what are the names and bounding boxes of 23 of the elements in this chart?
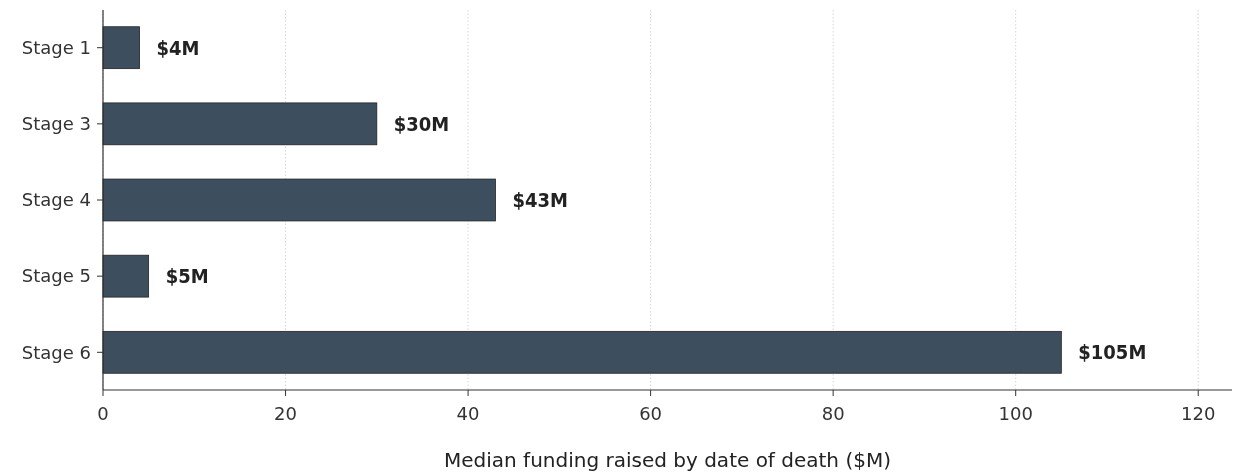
y-tick-label: Stage 4 — [21, 189, 91, 211]
bar — [102, 330, 1062, 374]
bar — [102, 254, 150, 298]
bar — [102, 178, 496, 222]
bar — [102, 26, 140, 70]
y-tick-label: Stage 5 — [21, 265, 91, 287]
x-tick-label: 20 — [274, 403, 297, 424]
x-tick-label: 100 — [998, 403, 1033, 424]
x-tick-label: 120 — [1181, 403, 1216, 424]
x-axis-title: Median funding raised by date of death ($M) — [444, 448, 891, 472]
data-label: $43M — [512, 188, 568, 212]
data-label: $30M — [393, 111, 450, 136]
x-tick-label: 60 — [639, 403, 663, 424]
data-label: $105M — [1078, 340, 1147, 365]
y-tick-label: Stage 3 — [21, 113, 91, 135]
x-tick-label: 80 — [821, 403, 845, 424]
y-tick-label: Stage 1 — [21, 37, 91, 58]
bar — [102, 102, 378, 146]
x-tick-label: 0 — [97, 403, 109, 424]
data-label: $5M — [165, 264, 209, 289]
y-tick-label: Stage 6 — [21, 341, 91, 363]
x-tick-label: 40 — [456, 403, 480, 424]
data-label: $4M — [156, 35, 200, 60]
